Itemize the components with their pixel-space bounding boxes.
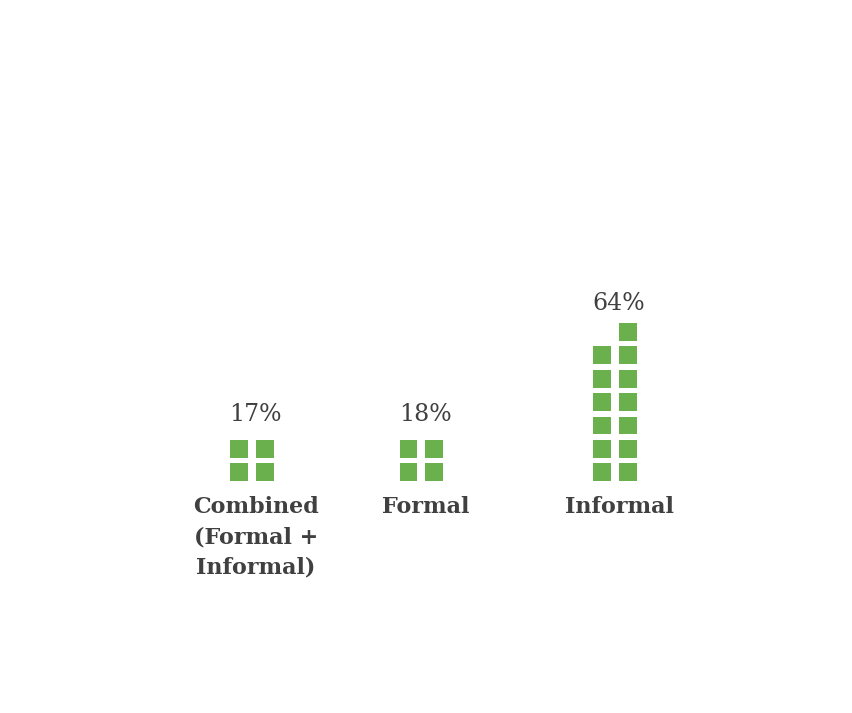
Text: Formal: Formal	[382, 496, 469, 518]
FancyBboxPatch shape	[256, 440, 273, 458]
Text: Informal: Informal	[565, 496, 674, 518]
FancyBboxPatch shape	[619, 393, 637, 411]
FancyBboxPatch shape	[400, 440, 417, 458]
FancyBboxPatch shape	[425, 440, 443, 458]
Text: 18%: 18%	[399, 404, 452, 426]
FancyBboxPatch shape	[619, 370, 637, 388]
FancyBboxPatch shape	[593, 463, 611, 481]
FancyBboxPatch shape	[593, 370, 611, 388]
FancyBboxPatch shape	[256, 463, 273, 481]
FancyBboxPatch shape	[400, 463, 417, 481]
FancyBboxPatch shape	[619, 463, 637, 481]
FancyBboxPatch shape	[619, 347, 637, 364]
FancyBboxPatch shape	[593, 347, 611, 364]
FancyBboxPatch shape	[593, 416, 611, 434]
Text: 17%: 17%	[229, 404, 282, 426]
FancyBboxPatch shape	[619, 323, 637, 341]
Text: Combined
(Formal +
Informal): Combined (Formal + Informal)	[193, 496, 319, 579]
FancyBboxPatch shape	[619, 440, 637, 458]
Text: 64%: 64%	[593, 292, 646, 315]
FancyBboxPatch shape	[230, 440, 248, 458]
FancyBboxPatch shape	[593, 393, 611, 411]
FancyBboxPatch shape	[593, 440, 611, 458]
FancyBboxPatch shape	[425, 463, 443, 481]
FancyBboxPatch shape	[619, 416, 637, 434]
FancyBboxPatch shape	[230, 463, 248, 481]
